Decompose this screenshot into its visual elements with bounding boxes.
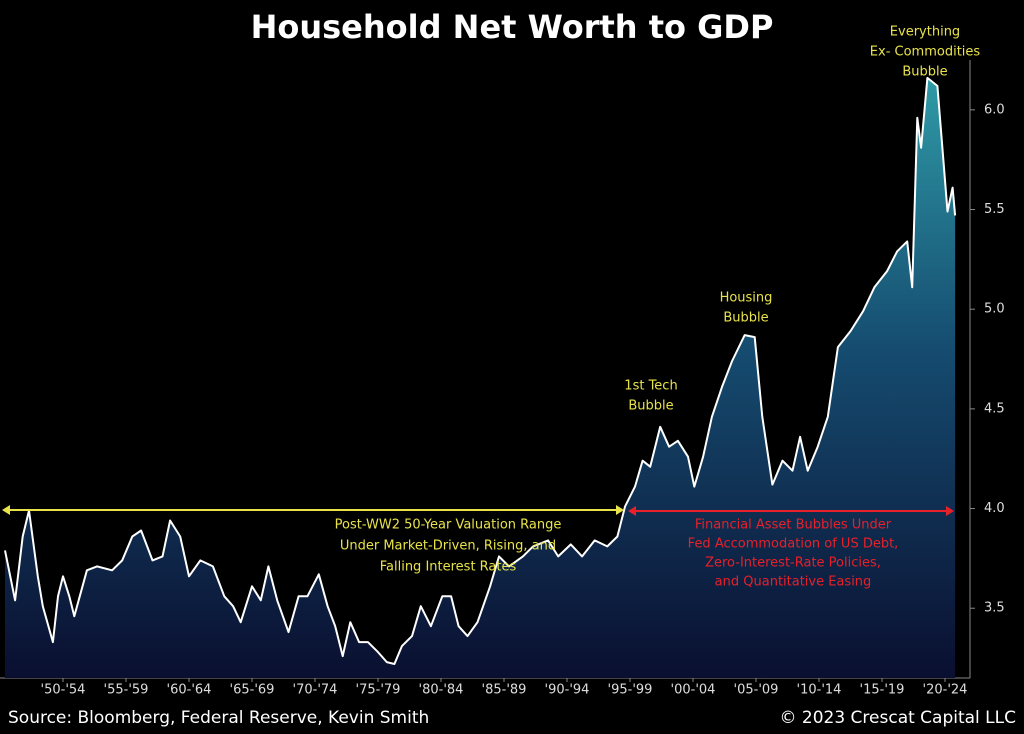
y-tick-label: 4.0 (984, 501, 1005, 516)
annotation: Bubble (628, 399, 673, 414)
annotation: 1st Tech (624, 379, 677, 394)
range-arrow-head (628, 506, 636, 516)
copyright: © 2023 Crescat Capital LLC (779, 708, 1016, 728)
x-tick-label: '65-'69 (230, 683, 275, 698)
annotation: Post-WW2 50-Year Valuation Range (335, 518, 562, 533)
annotation: and Quantitative Easing (715, 575, 872, 590)
x-tick-label: '75-'79 (356, 683, 401, 698)
annotation: Financial Asset Bubbles Under (695, 518, 892, 533)
x-tick-label: '05-'09 (734, 683, 779, 698)
annotation: Falling Interest Rates (380, 560, 517, 575)
chart-title: Household Net Worth to GDP (251, 8, 774, 46)
x-tick-label: '20-'24 (923, 683, 968, 698)
range-arrow-head (2, 505, 10, 515)
x-tick-label: '50-'54 (41, 683, 86, 698)
x-tick-label: '85-'89 (482, 683, 527, 698)
range-arrow-head (616, 505, 624, 515)
annotation: Bubble (902, 65, 947, 80)
x-tick-label: '00-'04 (671, 683, 716, 698)
y-tick-label: 3.5 (984, 601, 1005, 616)
y-tick-label: 5.0 (984, 302, 1005, 317)
annotation: Bubble (723, 311, 768, 326)
x-tick-label: '70-'74 (293, 683, 338, 698)
source: Source: Bloomberg, Federal Reserve, Kevi… (8, 708, 429, 728)
x-tick-label: '15-'19 (860, 683, 905, 698)
y-tick-label: 4.5 (984, 401, 1005, 416)
x-tick-label: '90-'94 (545, 683, 590, 698)
y-tick-label: 5.5 (984, 202, 1005, 217)
line (4, 76, 957, 665)
x-tick-label: '60-'64 (167, 683, 212, 698)
annotation: Everything (890, 25, 960, 40)
annotation: Under Market-Driven, Rising, and (340, 539, 556, 554)
x-tick-label: '55-'59 (104, 683, 149, 698)
annotation: Housing (720, 291, 773, 306)
y-tick-label: 6.0 (984, 102, 1005, 117)
range-arrow-head (946, 506, 954, 516)
annotation: Ex- Commodities (870, 45, 981, 60)
x-tick-label: '80-'84 (419, 683, 464, 698)
x-tick-label: '10-'14 (797, 683, 842, 698)
annotation: Zero-Interest-Rate Policies, (705, 556, 881, 571)
area (5, 77, 956, 678)
x-tick-label: '95-'99 (608, 683, 653, 698)
annotation: Fed Accommodation of US Debt, (688, 537, 899, 552)
